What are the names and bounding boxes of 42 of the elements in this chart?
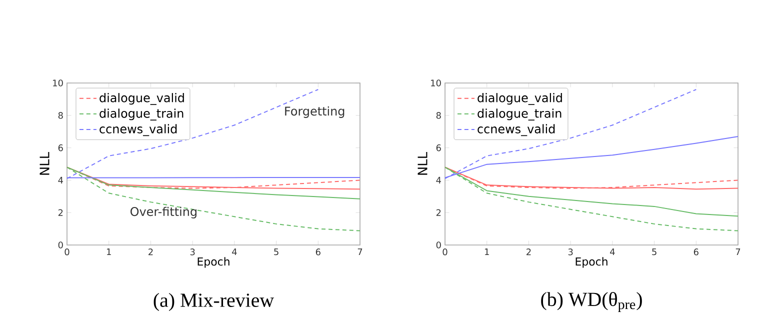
x-tick-label: 4 xyxy=(610,248,615,256)
legend-label: dialogue_valid xyxy=(478,93,562,105)
text: (a) Mix-review xyxy=(154,292,274,312)
x-tick-label: 2 xyxy=(526,248,531,256)
x-tick-label: 5 xyxy=(274,248,278,256)
y-tick-label: 2 xyxy=(436,209,441,216)
x-tick-label: 4 xyxy=(232,248,237,256)
y-tick-label: 4 xyxy=(58,176,63,184)
y-tick-label: 6 xyxy=(436,144,441,152)
x-tick-label: 7 xyxy=(736,248,740,256)
x-tick-label: 3 xyxy=(568,248,573,256)
y-tick-label: 8 xyxy=(436,112,441,119)
x-tick-label: 6 xyxy=(694,248,698,256)
x-tick-label: 7 xyxy=(358,248,362,256)
x-tick-label: 1 xyxy=(106,248,111,256)
x-tick-label: 0 xyxy=(64,248,70,256)
legend-label: dialogue_train xyxy=(478,108,562,120)
x-tick-label: 2 xyxy=(148,248,153,256)
x-tick-label: 5 xyxy=(652,248,656,256)
legend-label: dialogue_valid xyxy=(100,93,184,105)
x-tick-label: 0 xyxy=(442,248,448,256)
annotation: Forgetting xyxy=(285,106,344,118)
y-tick-label: 10 xyxy=(53,80,63,86)
x-tick-label: 3 xyxy=(190,248,195,256)
y-tick-label: 4 xyxy=(436,176,441,184)
legend-label: ccnews_valid xyxy=(100,124,177,136)
y-axis-title: NLL xyxy=(418,152,428,175)
text: (b) WD(θ$_{pre}$) xyxy=(541,292,642,312)
y-tick-label: 2 xyxy=(58,209,63,216)
y-tick-label: 10 xyxy=(431,80,441,86)
x-tick-label: 6 xyxy=(316,248,320,256)
x-axis-title: Epoch xyxy=(198,257,230,268)
y-tick-label: 6 xyxy=(58,144,63,152)
legend-label: ccnews_valid xyxy=(478,124,555,136)
y-tick-label: 0 xyxy=(58,242,63,248)
y-axis-title: NLL xyxy=(40,152,50,175)
x-tick-label: 1 xyxy=(485,248,489,256)
x-axis-title: Epoch xyxy=(576,257,608,268)
annotation: Over-fitting xyxy=(130,206,196,218)
legend-label: dialogue_train xyxy=(100,108,184,120)
y-tick-label: 0 xyxy=(436,242,441,248)
y-tick-label: 8 xyxy=(58,112,63,119)
